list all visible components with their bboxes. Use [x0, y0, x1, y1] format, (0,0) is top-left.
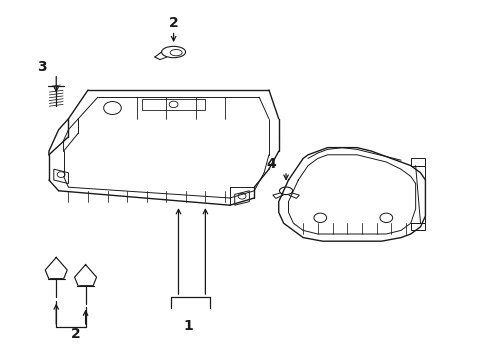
Text: 1: 1: [183, 319, 193, 333]
Text: 2: 2: [71, 327, 81, 341]
Text: 3: 3: [37, 60, 46, 73]
Text: 4: 4: [266, 157, 276, 171]
Text: 2: 2: [168, 17, 178, 30]
